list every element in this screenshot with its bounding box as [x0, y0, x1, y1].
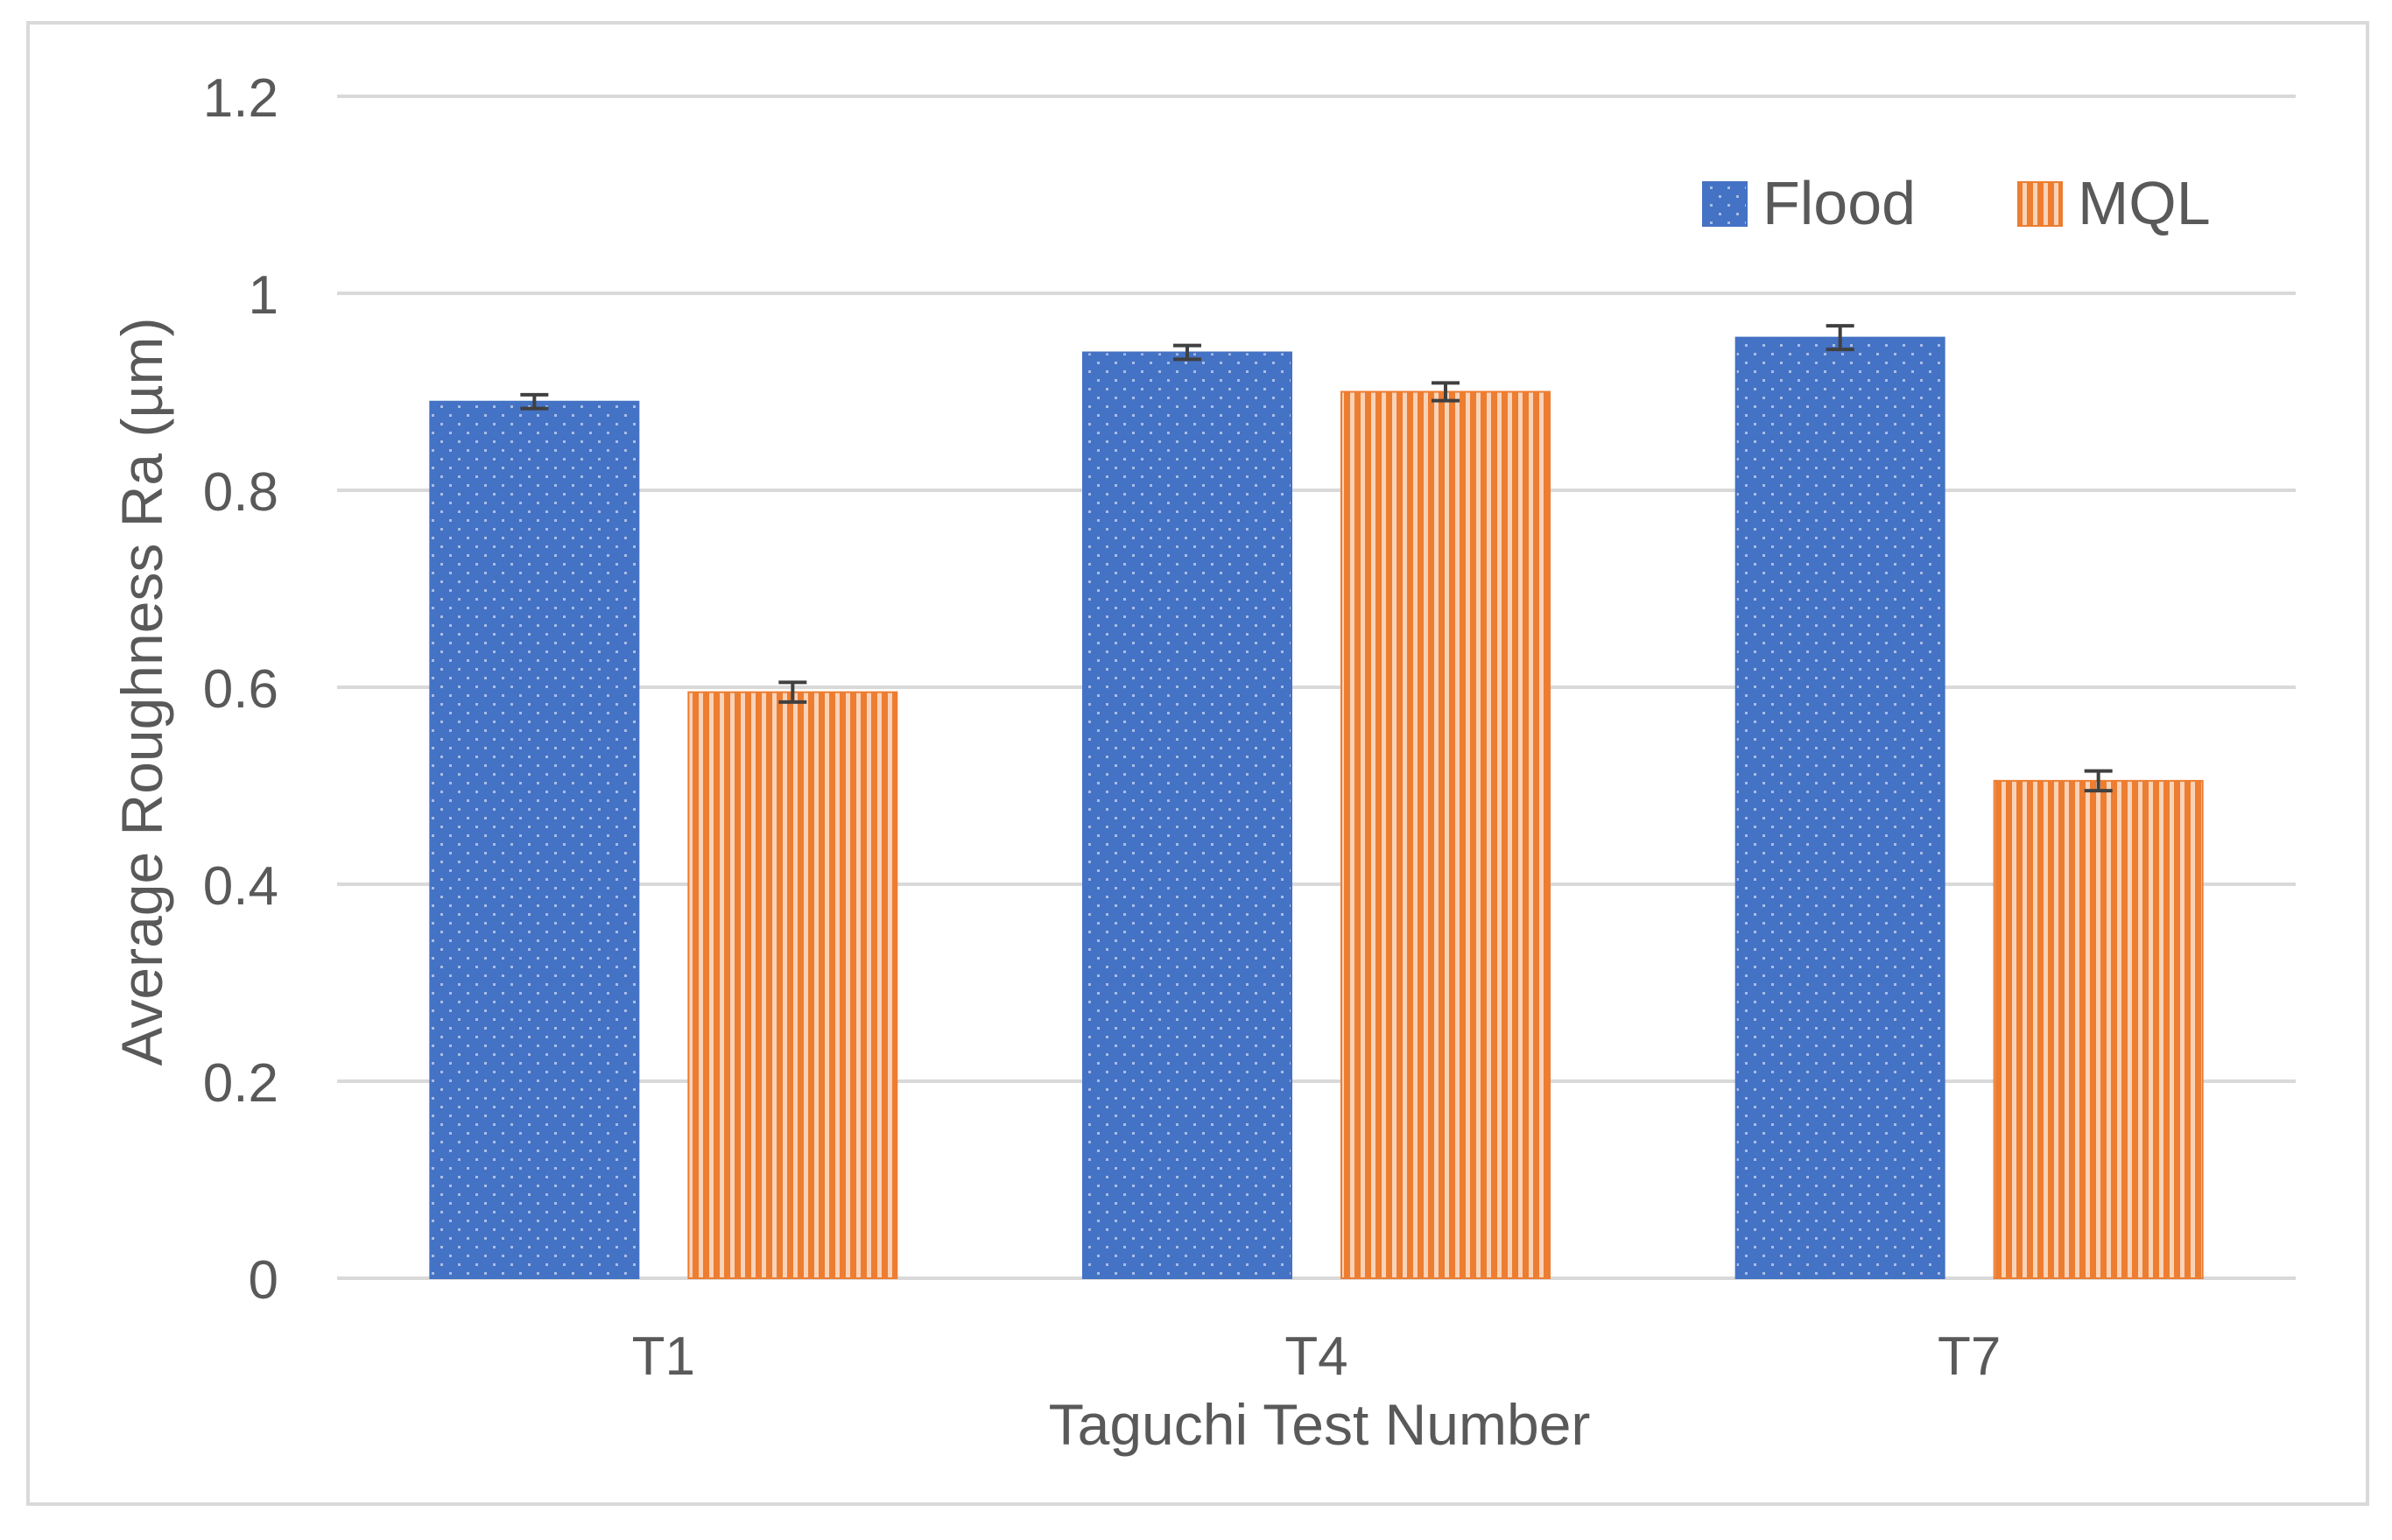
y-axis-ticks: 0 0.2 0.4 0.6 0.8 1 1.2 — [203, 68, 278, 1311]
legend-swatch-mql — [2017, 181, 2063, 227]
gridlines — [337, 95, 2296, 1280]
bar-flood-t1 — [429, 400, 640, 1279]
y-tick-label: 0.4 — [203, 856, 278, 917]
x-tick-label: T1 — [632, 1326, 695, 1387]
bar-mql-t7 — [1993, 779, 2204, 1279]
bar-flood-t7 — [1734, 336, 1945, 1279]
y-tick-label: 1.2 — [203, 68, 278, 129]
y-tick-label: 0.2 — [203, 1053, 278, 1114]
y-tick-label: 0.6 — [203, 659, 278, 720]
x-tick-label: T4 — [1284, 1326, 1347, 1387]
legend-label-flood: Flood — [1762, 169, 1916, 237]
bar-mql-t1 — [687, 691, 898, 1279]
legend-swatch-flood — [1702, 181, 1748, 227]
y-tick-label: 1 — [249, 265, 278, 326]
bar-mql-t4 — [1340, 390, 1551, 1279]
legend: Flood MQL — [1702, 169, 2211, 237]
x-tick-label: T7 — [1938, 1326, 2001, 1387]
y-tick-label: 0.8 — [203, 462, 278, 523]
x-axis-title: Taguchi Test Number — [1049, 1392, 1591, 1457]
bar-flood-t4 — [1082, 351, 1292, 1279]
y-axis-title: Average Roughness Ra (µm) — [109, 318, 174, 1066]
legend-label-mql: MQL — [2078, 169, 2211, 237]
x-axis-ticks: T1 T4 T7 — [632, 1326, 2002, 1387]
bars — [429, 324, 2204, 1279]
y-tick-label: 0 — [249, 1250, 278, 1311]
